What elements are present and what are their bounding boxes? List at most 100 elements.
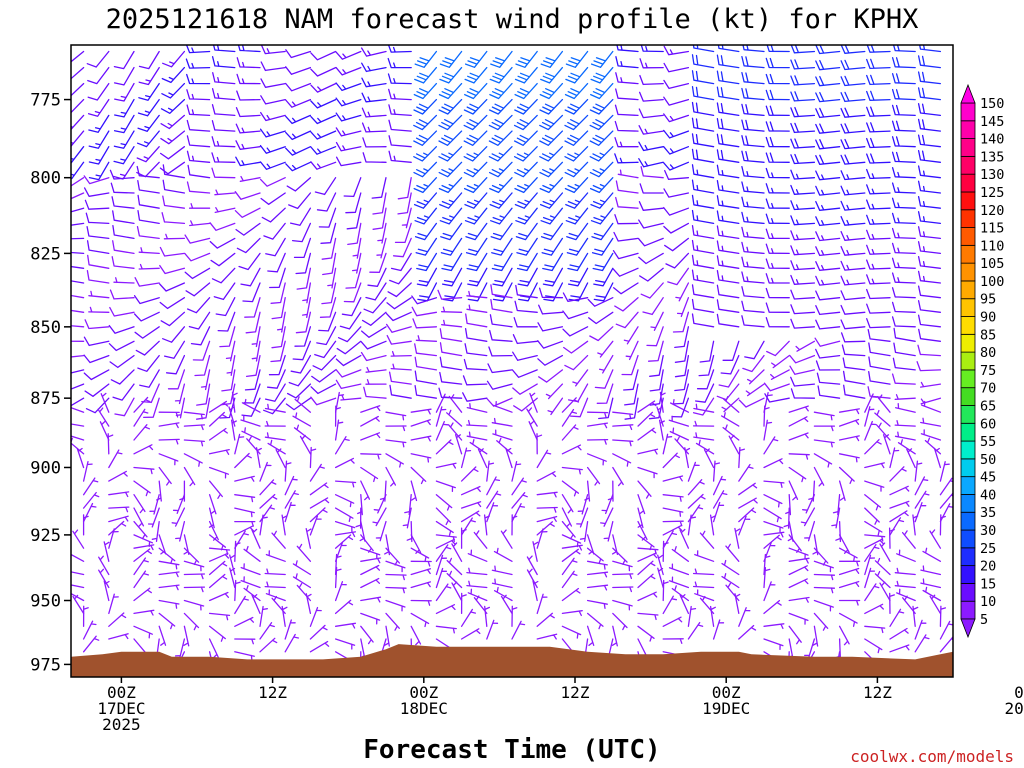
wind-barb xyxy=(567,252,589,272)
x-axis-label: Forecast Time (UTC) xyxy=(363,735,660,765)
wind-barb xyxy=(763,480,785,488)
wind-barb xyxy=(292,560,312,576)
wind-barb xyxy=(376,237,387,259)
wind-barb xyxy=(186,135,211,148)
wind-barb xyxy=(137,210,160,225)
wind-barb xyxy=(656,406,664,427)
wind-barb xyxy=(642,297,664,316)
wind-barb xyxy=(734,593,741,615)
wind-barb xyxy=(211,56,236,69)
wind-barb xyxy=(138,247,160,255)
wind-barb xyxy=(790,106,816,118)
wind-barb xyxy=(88,146,110,165)
wind-barb xyxy=(352,237,362,259)
wind-barb xyxy=(76,447,85,469)
wind-barb xyxy=(208,480,223,499)
wind-barb xyxy=(71,265,85,269)
wind-barb xyxy=(492,282,513,302)
wind-barb xyxy=(435,538,456,549)
wind-barb xyxy=(592,252,614,272)
wind-barb xyxy=(765,73,790,85)
wind-barb xyxy=(158,625,167,646)
wind-barb xyxy=(334,405,341,427)
wind-barb xyxy=(712,490,728,509)
wind-barb xyxy=(88,130,110,149)
wind-barb xyxy=(388,104,412,117)
wind-barb xyxy=(867,386,891,399)
wind-barb xyxy=(112,240,135,255)
wind-barb xyxy=(360,47,387,57)
wind-barb xyxy=(489,66,513,84)
colorbar-segment xyxy=(960,405,976,424)
wind-barb xyxy=(838,408,860,415)
wind-barb xyxy=(134,277,160,287)
wind-barb xyxy=(211,120,236,132)
wind-barb xyxy=(361,311,387,326)
wind-barb xyxy=(286,177,312,192)
wind-barb xyxy=(790,289,816,300)
wind-barb xyxy=(71,130,85,148)
x-tick-label: 2025 xyxy=(102,715,141,734)
wind-barb xyxy=(114,98,135,118)
wind-barb xyxy=(296,543,312,562)
wind-barb xyxy=(919,381,942,388)
wind-barb xyxy=(717,45,740,53)
wind-barb xyxy=(71,207,85,213)
wind-barb xyxy=(693,403,715,413)
wind-barb xyxy=(922,547,942,562)
wind-barb xyxy=(334,457,355,469)
wind-barb xyxy=(712,501,725,523)
wind-barb xyxy=(741,135,765,148)
wind-barb xyxy=(840,138,866,150)
wind-barb xyxy=(536,506,558,513)
wind-barb xyxy=(276,311,286,333)
wind-barb xyxy=(263,397,286,415)
wind-barb xyxy=(460,592,467,615)
wind-barb xyxy=(108,324,135,334)
wind-barb xyxy=(790,388,816,399)
wind-barb xyxy=(586,612,604,630)
wind-barb xyxy=(108,340,135,352)
colorbar-segment xyxy=(960,316,976,335)
wind-barb xyxy=(435,439,454,455)
wind-barb xyxy=(889,485,910,496)
colorbar-label: 40 xyxy=(980,487,996,503)
wind-barb xyxy=(288,369,312,387)
wind-barb xyxy=(183,453,203,467)
wind-barb xyxy=(637,520,648,541)
wind-barb xyxy=(112,210,135,225)
wind-barb xyxy=(87,254,110,269)
wind-barb xyxy=(410,612,430,628)
wind-barb xyxy=(889,500,910,509)
wind-barb xyxy=(866,229,891,240)
colorbar-segment xyxy=(960,387,976,406)
wind-barb xyxy=(133,520,148,540)
wind-barb xyxy=(260,111,286,122)
wind-barb xyxy=(414,370,438,385)
wind-barb xyxy=(386,334,412,345)
wind-barb xyxy=(687,605,697,627)
wind-barb xyxy=(491,252,513,272)
wind-barb xyxy=(891,151,916,163)
wind-barb xyxy=(241,397,261,417)
wind-barb xyxy=(236,73,261,85)
wind-barb xyxy=(896,588,916,602)
wind-barb xyxy=(439,356,463,371)
wind-barb xyxy=(866,184,891,195)
wind-barb xyxy=(561,587,581,602)
wind-barb xyxy=(372,207,387,230)
wind-barb xyxy=(813,453,833,468)
wind-barb xyxy=(889,447,900,469)
wind-barb xyxy=(891,301,916,313)
wind-barb xyxy=(691,70,715,85)
wind-barb xyxy=(637,625,655,642)
colorbar-segment xyxy=(960,422,976,442)
wind-barb xyxy=(612,424,634,431)
wind-barb xyxy=(98,568,110,589)
wind-barb xyxy=(135,340,160,356)
wind-barb xyxy=(149,494,160,515)
wind-barb xyxy=(917,180,942,194)
wind-barb xyxy=(663,146,690,155)
wind-barb xyxy=(889,510,909,523)
wind-barb xyxy=(414,66,438,84)
